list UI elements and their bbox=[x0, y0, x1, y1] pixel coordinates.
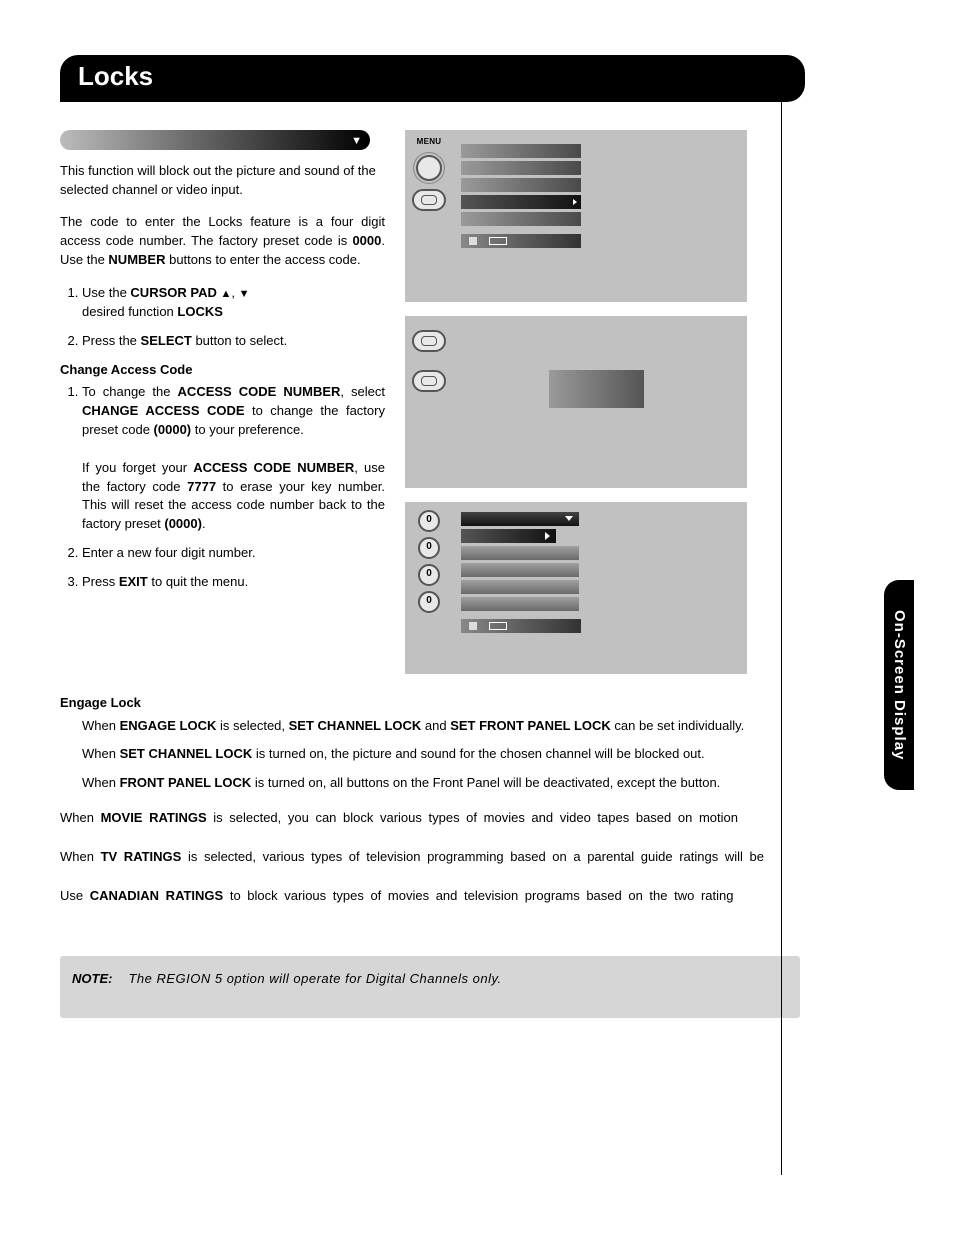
menu-rows bbox=[461, 144, 581, 226]
osd-panel-1: MENU bbox=[405, 130, 747, 302]
menu-label: MENU bbox=[417, 136, 442, 148]
number-button-icon: 0 bbox=[418, 537, 440, 559]
note-text: The REGION 5 option will operate for Dig… bbox=[128, 970, 501, 989]
cursor-pad-icon bbox=[412, 189, 446, 211]
engage-lock-p3: When FRONT PANEL LOCK is turned on, all … bbox=[82, 774, 780, 793]
movie-ratings-text: When MOVIE RATINGS is selected, you can … bbox=[60, 809, 780, 828]
side-tab-label: On-Screen Display bbox=[888, 610, 910, 760]
diamond-icon bbox=[469, 622, 477, 630]
triangle-up-icon: ▲ bbox=[220, 288, 231, 300]
menu-footer bbox=[461, 619, 581, 633]
steps-list: Use the CURSOR PAD ▲, ▼ desired function… bbox=[60, 284, 385, 351]
side-tab: On-Screen Display bbox=[884, 580, 914, 790]
subsection-pill: ▼ bbox=[60, 130, 370, 150]
triangle-down-icon: ▼ bbox=[239, 288, 250, 300]
change-code-step-2: Enter a new four digit number. bbox=[82, 544, 385, 563]
diamond-icon bbox=[469, 237, 477, 245]
section-title: Locks bbox=[78, 61, 153, 91]
number-button-icon: 0 bbox=[418, 510, 440, 532]
step-2: Press the SELECT button to select. bbox=[82, 332, 385, 351]
cursor-pad-icon bbox=[412, 330, 446, 352]
osd-panel-2 bbox=[405, 316, 747, 488]
rect-icon bbox=[489, 622, 507, 630]
number-button-icon: 0 bbox=[418, 564, 440, 586]
number-button-icon: 0 bbox=[418, 591, 440, 613]
menu-row bbox=[461, 178, 581, 192]
menu-row-selected bbox=[461, 195, 581, 209]
step-1: Use the CURSOR PAD ▲, ▼ desired function… bbox=[82, 284, 385, 322]
section-title-bar: Locks bbox=[60, 55, 805, 102]
rect-icon bbox=[489, 237, 507, 245]
tv-ratings-text: When TV RATINGS is selected, various typ… bbox=[60, 848, 780, 867]
menu-row bbox=[461, 597, 579, 611]
engage-lock-heading: Engage Lock bbox=[60, 694, 780, 713]
menu-row bbox=[461, 563, 579, 577]
engage-lock-p2: When SET CHANNEL LOCK is turned on, the … bbox=[82, 745, 780, 764]
menu-row bbox=[461, 212, 581, 226]
chevron-down-icon: ▼ bbox=[351, 134, 362, 150]
menu-rows bbox=[461, 512, 579, 611]
vertical-divider bbox=[781, 55, 782, 1175]
menu-row-selected bbox=[461, 512, 579, 526]
dialog-block bbox=[549, 370, 644, 408]
menu-row bbox=[461, 144, 581, 158]
menu-row bbox=[461, 161, 581, 175]
menu-footer bbox=[461, 234, 581, 248]
menu-row bbox=[461, 580, 579, 594]
menu-button-icon bbox=[416, 155, 442, 181]
change-code-step-3: Press EXIT to quit the menu. bbox=[82, 573, 385, 592]
menu-row bbox=[461, 546, 579, 560]
note-box: NOTE: The REGION 5 option will operate f… bbox=[60, 956, 800, 1019]
change-code-list: To change the ACCESS CODE NUMBER, select… bbox=[60, 383, 385, 591]
code-intro: The code to enter the Locks feature is a… bbox=[60, 213, 385, 270]
canadian-ratings-text: Use CANADIAN RATINGS to block various ty… bbox=[60, 887, 780, 906]
change-access-code-heading: Change Access Code bbox=[60, 361, 385, 380]
menu-row-sub bbox=[461, 529, 556, 543]
engage-lock-p1: When ENGAGE LOCK is selected, SET CHANNE… bbox=[82, 717, 780, 736]
intro-text: This function will block out the picture… bbox=[60, 162, 385, 200]
note-label: NOTE: bbox=[72, 970, 112, 989]
change-code-step-1: To change the ACCESS CODE NUMBER, select… bbox=[82, 383, 385, 534]
cursor-pad-icon bbox=[412, 370, 446, 392]
osd-panel-3: 0 0 0 0 bbox=[405, 502, 747, 674]
